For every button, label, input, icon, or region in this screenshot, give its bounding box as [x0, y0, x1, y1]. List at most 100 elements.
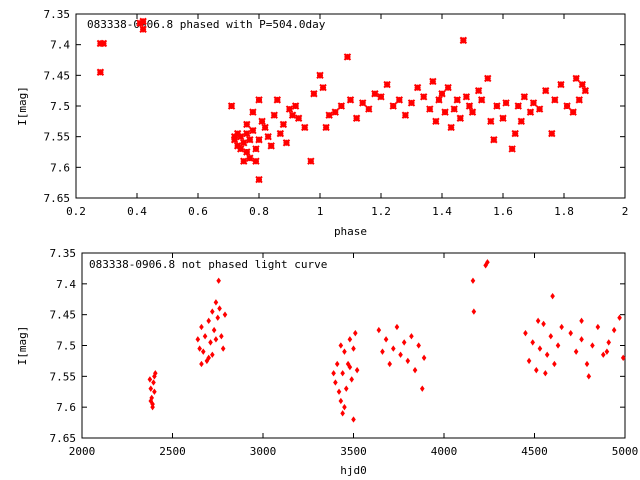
data-point: [243, 129, 251, 138]
data-point: [552, 360, 557, 368]
data-point: [352, 114, 361, 122]
data-point: [387, 360, 392, 368]
data-point: [236, 132, 245, 141]
data-point: [447, 123, 455, 132]
data-point: [343, 53, 352, 61]
data-point: [246, 136, 254, 144]
data-point: [477, 96, 486, 104]
data-point: [220, 345, 226, 352]
data-point: [514, 102, 522, 110]
data-point: [435, 96, 443, 104]
data-point: [578, 80, 587, 89]
data-point: [236, 145, 245, 153]
data-point: [502, 99, 510, 107]
data-point: [490, 136, 498, 144]
x-tick-label: 3500: [340, 445, 367, 458]
data-point: [240, 139, 248, 147]
data-point: [230, 136, 239, 144]
data-point: [548, 129, 556, 138]
data-point: [575, 96, 583, 104]
data-point: [530, 339, 535, 346]
data-point: [432, 117, 440, 126]
data-point: [508, 145, 516, 153]
data-point: [407, 99, 416, 107]
data-point: [347, 336, 353, 343]
data-point: [523, 329, 528, 337]
data-point: [337, 102, 346, 110]
data-point: [258, 117, 266, 126]
data-point: [421, 354, 427, 362]
x-tick-label: 4500: [521, 445, 548, 458]
data-point: [555, 342, 561, 349]
data-point: [572, 74, 580, 83]
data-point: [148, 385, 154, 392]
data-point: [462, 93, 471, 101]
data-point: [395, 96, 404, 104]
data-point: [285, 105, 294, 113]
data-point: [441, 108, 449, 116]
data-point: [316, 71, 324, 80]
y-tick-label: 7.35: [44, 8, 71, 21]
data-point: [213, 336, 219, 343]
data-point: [465, 102, 474, 110]
data-point: [584, 360, 590, 368]
data-point: [151, 379, 156, 386]
data-point: [544, 351, 550, 358]
data-point: [276, 129, 285, 138]
data-point: [219, 333, 224, 340]
data-point: [459, 36, 468, 45]
y-tick-label: 7.5: [56, 340, 76, 353]
data-point: [412, 366, 418, 374]
data-point: [331, 108, 339, 116]
data-point: [336, 388, 342, 395]
data-point: [291, 102, 300, 110]
x-tick-label: 1.8: [554, 205, 574, 218]
data-point: [450, 105, 458, 113]
data-point: [383, 80, 391, 89]
data-point: [216, 277, 221, 284]
data-point: [620, 354, 626, 362]
y-tick-label: 7.6: [50, 161, 70, 174]
x-tick-label: 2000: [69, 445, 96, 458]
data-point: [255, 175, 263, 184]
data-point: [595, 323, 601, 331]
data-point: [139, 25, 147, 34]
data-point: [579, 317, 584, 325]
data-point: [617, 314, 622, 321]
data-point: [389, 102, 397, 110]
data-point: [551, 96, 559, 104]
data-point: [206, 317, 211, 325]
data-point: [222, 311, 228, 318]
data-point: [319, 83, 327, 92]
y-tick-label: 7.65: [44, 192, 71, 205]
data-point: [568, 329, 573, 337]
data-point: [365, 105, 373, 113]
data-point: [401, 111, 410, 119]
data-point: [346, 96, 355, 104]
data-point: [380, 348, 385, 355]
data-point: [537, 345, 543, 352]
data-point: [474, 86, 483, 95]
data-point: [227, 102, 236, 110]
data-point: [526, 357, 532, 365]
data-point: [429, 77, 437, 86]
data-point: [468, 108, 477, 116]
data-point: [264, 132, 272, 141]
data-point: [548, 333, 554, 340]
x-tick-label: 2: [622, 205, 629, 218]
x-tick-label: 2500: [159, 445, 186, 458]
data-point: [438, 90, 446, 98]
data-point: [340, 410, 345, 417]
data-point: [569, 108, 577, 116]
data-point: [333, 379, 338, 386]
data-point: [267, 142, 275, 150]
data-point: [413, 83, 422, 92]
data-point: [230, 132, 239, 141]
data-point: [398, 351, 403, 358]
data-point: [301, 123, 309, 132]
data-point: [310, 90, 318, 98]
data-point: [270, 111, 278, 119]
data-point: [354, 366, 360, 374]
data-point: [147, 376, 153, 383]
data-point: [405, 357, 411, 365]
